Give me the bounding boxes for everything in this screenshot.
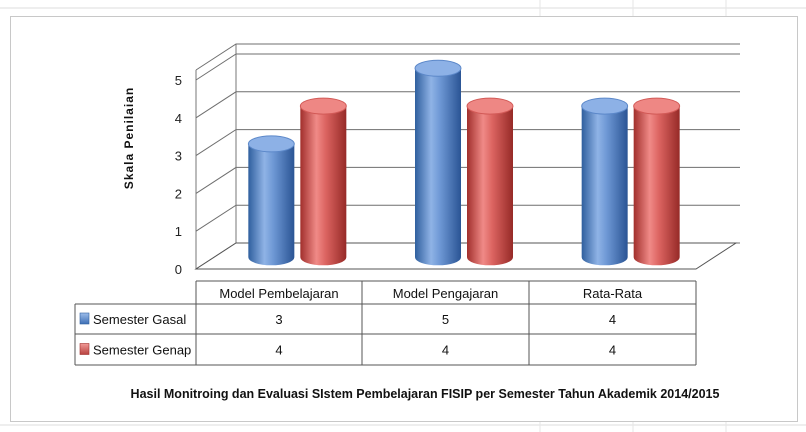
data-label: 4 xyxy=(609,312,616,327)
bar xyxy=(414,59,462,266)
gridline xyxy=(195,91,740,119)
bar xyxy=(466,97,514,266)
gridline xyxy=(195,43,740,71)
gridline xyxy=(195,166,740,194)
bar xyxy=(633,97,681,266)
y-tick-label: 5 xyxy=(175,73,182,88)
data-label: 5 xyxy=(442,312,449,327)
bar-body xyxy=(581,106,628,266)
chart-title: Hasil Monitroing dan Evaluasi SIstem Pem… xyxy=(131,387,720,401)
bar-top xyxy=(247,135,295,153)
bar-top xyxy=(414,59,462,77)
data-label: 4 xyxy=(442,343,449,358)
gridline xyxy=(195,53,740,81)
y-tick-label: 0 xyxy=(175,262,182,277)
y-tick-label: 4 xyxy=(175,111,182,126)
legend-swatch xyxy=(79,343,90,355)
bar xyxy=(247,135,295,266)
bar xyxy=(581,97,629,266)
bar-top xyxy=(466,97,514,115)
bar xyxy=(299,97,347,266)
category-label: Model Pengajaran xyxy=(393,286,499,301)
data-table: Model Pembelajaran Model Pengajaran Rata-R… xyxy=(74,280,697,366)
y-axis-label: Skala Penilaian xyxy=(122,87,136,189)
bar-body xyxy=(415,68,461,266)
legend-entry: Semester Genap xyxy=(93,343,191,358)
legend-swatch xyxy=(79,312,90,325)
y-tick-label: 3 xyxy=(175,149,182,164)
data-label: 4 xyxy=(275,343,282,358)
y-tick-label: 1 xyxy=(175,224,182,239)
category-label: Rata-Rata xyxy=(583,286,643,301)
bar-body xyxy=(300,106,347,266)
bar-body xyxy=(633,106,680,266)
bar-top xyxy=(581,97,629,115)
gridline xyxy=(195,204,740,232)
y-tick-label: 2 xyxy=(175,186,182,201)
y-axis-ticks: 0 1 2 3 4 5 xyxy=(175,73,182,277)
bar-top xyxy=(299,97,347,115)
bar-body xyxy=(248,143,295,266)
gridline xyxy=(195,129,740,157)
bar-body xyxy=(467,106,513,266)
category-label: Model Pembelajaran xyxy=(219,286,338,301)
bars xyxy=(247,59,681,266)
legend-entry: Semester Gasal xyxy=(93,312,186,327)
data-label: 4 xyxy=(609,343,616,358)
bar-top xyxy=(633,97,681,115)
data-label: 3 xyxy=(275,312,282,327)
